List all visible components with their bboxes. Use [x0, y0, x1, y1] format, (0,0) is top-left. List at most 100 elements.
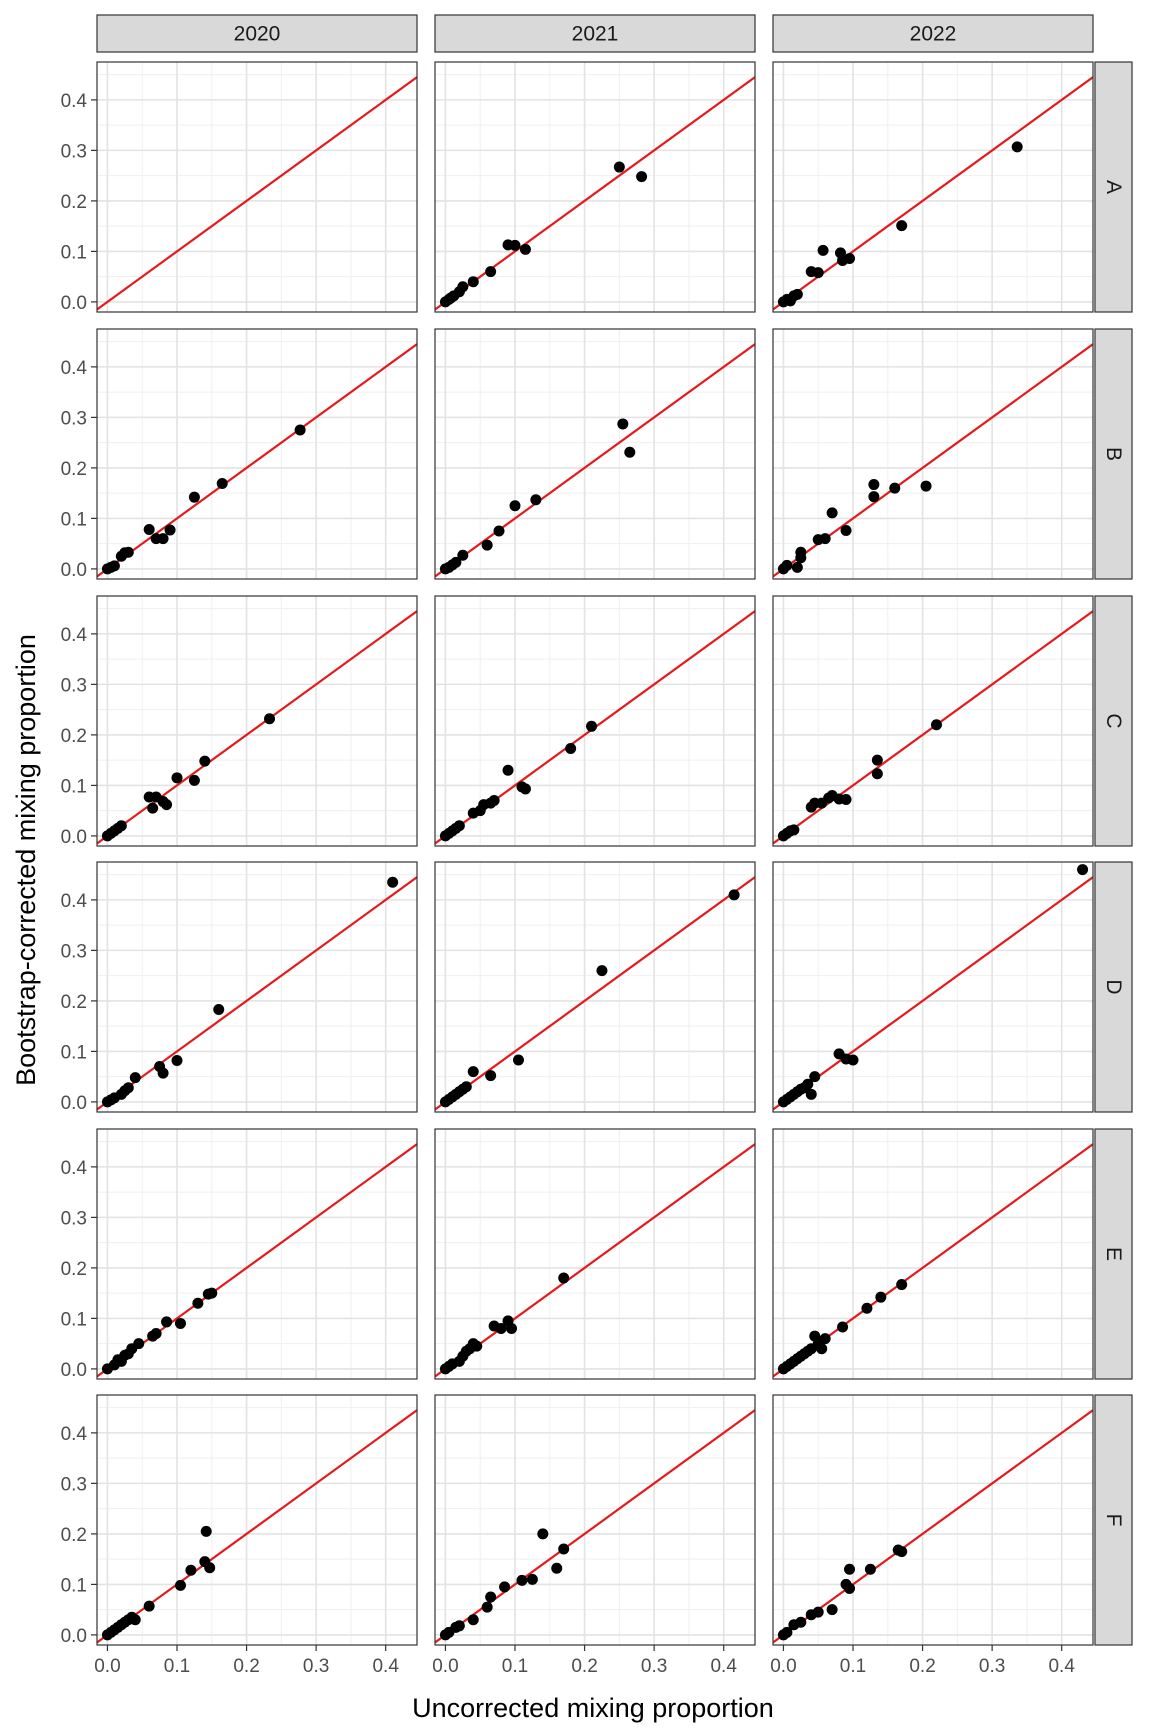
data-point-D-2021-8	[485, 1070, 497, 1082]
data-point-E-2022-12	[819, 1333, 831, 1345]
data-point-D-2020-11	[387, 876, 399, 888]
panel-border-A-2021	[434, 61, 756, 313]
data-point-B-2020-5	[122, 546, 134, 558]
y-tick-label: 0.4	[61, 91, 88, 112]
data-point-C-2021-10	[502, 764, 514, 776]
panel-plot-area-A-2022	[773, 62, 1093, 312]
y-tick-label: 0.3	[61, 941, 87, 962]
x-tick-label: 0.2	[571, 1656, 597, 1677]
data-point-C-2022-12	[871, 768, 883, 780]
panel-plot-area-E-2020	[97, 1129, 417, 1379]
data-point-E-2021-10	[495, 1322, 507, 1334]
x-tick-label: 0.4	[710, 1656, 737, 1677]
data-point-D-2020-5	[122, 1082, 134, 1094]
row-strip-label-C: C	[1102, 713, 1125, 728]
data-point-E-2022-16	[896, 1279, 908, 1291]
row-strip-label-F: F	[1102, 1514, 1125, 1527]
panel-A-2022	[772, 61, 1094, 313]
data-point-C-2022-10	[840, 794, 852, 806]
identity-line-B-2021	[435, 343, 755, 578]
panel-B-2021	[434, 328, 756, 580]
panel-E-2020: 0.0 0.1 0.2 0.3 0.4	[61, 1128, 418, 1381]
row-strip-D	[1094, 861, 1133, 1113]
data-point-B-2020-8	[157, 533, 169, 545]
data-point-B-2022-8	[840, 525, 852, 537]
data-point-C-2020-13	[264, 713, 276, 725]
data-point-A-2022-11	[896, 220, 908, 232]
data-point-F-2020-13	[200, 1525, 212, 1537]
y-tick-label: 0.2	[61, 1525, 87, 1546]
data-point-C-2022-11	[871, 754, 883, 766]
col-strip-label-2022: 2022	[910, 23, 957, 46]
identity-line-B-2020	[97, 343, 417, 578]
panel-border-D-2020	[96, 861, 418, 1113]
data-point-D-2020-6	[129, 1072, 141, 1084]
data-point-D-2020-9	[171, 1054, 183, 1066]
data-point-D-2022-8	[805, 1088, 817, 1100]
data-point-A-2022-6	[812, 267, 824, 279]
panel-plot-area-C-2022	[773, 596, 1093, 846]
panel-plot-area-D-2020	[97, 862, 417, 1112]
x-tick-label: 0.1	[840, 1656, 866, 1677]
data-point-C-2020-6	[147, 802, 159, 814]
panel-plot-area-E-2021	[435, 1129, 755, 1379]
data-point-F-2022-3	[795, 1616, 807, 1628]
data-point-B-2021-9	[617, 418, 629, 430]
data-point-E-2020-10	[161, 1316, 173, 1328]
y-tick-label: 0.2	[61, 1259, 87, 1280]
data-point-B-2020-12	[294, 424, 306, 436]
y-tick-label: 0.3	[61, 1208, 87, 1229]
data-point-D-2022-12	[847, 1054, 859, 1066]
panel-border-E-2022	[772, 1128, 1094, 1380]
data-point-B-2022-7	[826, 507, 838, 519]
data-point-A-2021-9	[509, 239, 521, 251]
data-point-E-2020-9	[150, 1328, 162, 1340]
panel-F-2021: 0.0 0.1 0.2 0.3 0.4	[432, 1394, 756, 1677]
data-point-B-2021-3	[450, 556, 462, 568]
data-point-B-2020-11	[216, 478, 228, 490]
data-point-A-2022-7	[817, 244, 829, 256]
data-point-B-2022-11	[889, 482, 901, 494]
data-point-E-2020-7	[133, 1338, 145, 1350]
identity-line-A-2020	[97, 76, 417, 311]
row-strip-label-B: B	[1102, 447, 1125, 461]
data-point-D-2022-13	[1077, 864, 1089, 876]
data-point-D-2021-7	[467, 1066, 479, 1078]
panel-border-C-2022	[772, 595, 1094, 847]
data-point-A-2022-4	[791, 288, 803, 300]
data-point-C-2021-12	[519, 783, 531, 795]
panel-B-2020: 0.0 0.1 0.2 0.3 0.4	[61, 328, 418, 581]
data-point-E-2021-13	[558, 1272, 570, 1284]
data-point-B-2022-9	[868, 491, 880, 503]
col-strip-label-2021: 2021	[572, 23, 619, 46]
data-point-F-2021-9	[526, 1573, 538, 1585]
panel-border-F-2020	[96, 1394, 418, 1646]
y-tick-label: 0.4	[61, 1158, 88, 1179]
identity-line-D-2020	[97, 876, 417, 1111]
panel-plot-area-C-2021	[435, 596, 755, 846]
data-point-E-2020-14	[206, 1287, 218, 1299]
data-point-E-2021-8	[471, 1340, 483, 1352]
data-point-A-2021-5	[457, 281, 469, 293]
data-point-F-2022-9	[844, 1582, 856, 1594]
data-point-E-2020-12	[192, 1297, 204, 1309]
data-point-B-2021-6	[493, 525, 505, 537]
y-tick-label: 0.1	[61, 509, 87, 530]
row-strip-label-D: D	[1102, 979, 1125, 994]
y-tick-label: 0.1	[61, 1575, 87, 1596]
y-tick-label: 0.2	[61, 192, 87, 213]
row-strip-label-E: E	[1102, 1247, 1125, 1261]
row-strip-B	[1094, 328, 1133, 580]
panel-border-A-2020	[96, 61, 418, 313]
data-point-C-2020-10	[171, 772, 183, 784]
panel-plot-area-F-2021	[435, 1395, 755, 1645]
x-tick-label: 0.0	[770, 1656, 796, 1677]
identity-line-A-2022	[773, 76, 1093, 311]
panel-border-E-2020	[96, 1128, 418, 1380]
panel-F-2022: 0.0 0.1 0.2 0.3 0.4	[770, 1394, 1094, 1677]
y-tick-label: 0.0	[61, 1360, 87, 1381]
data-point-B-2022-4	[795, 546, 807, 558]
col-strip-2021	[434, 14, 756, 53]
identity-line-E-2021	[435, 1143, 755, 1378]
